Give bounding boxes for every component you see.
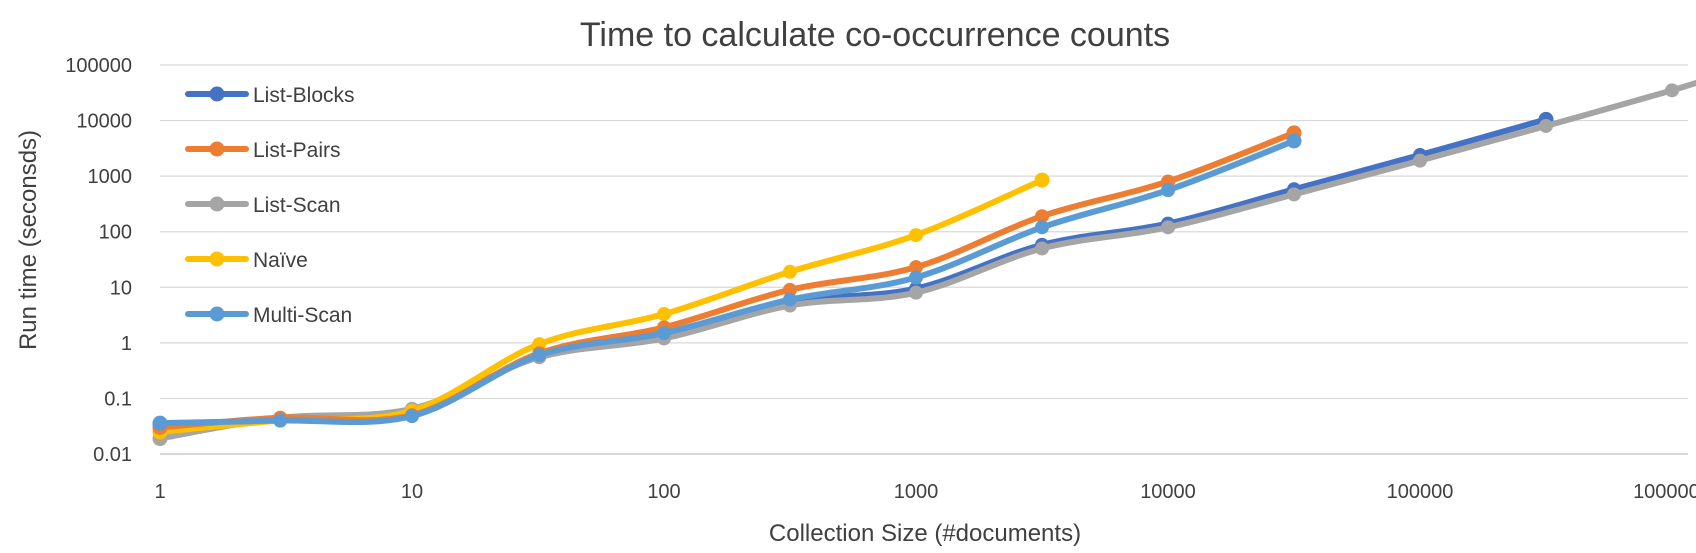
- series-line: [157, 129, 1297, 431]
- legend-swatch-marker: [209, 141, 225, 157]
- data-point: [1413, 153, 1427, 168]
- y-tick-label: 0.1: [104, 388, 132, 410]
- x-tick-label: 10: [401, 481, 423, 503]
- x-tick-label: 100000: [1387, 481, 1454, 503]
- data-point: [1034, 172, 1050, 188]
- data-point: [1286, 133, 1302, 149]
- legend: List-Blocks List-Pairs List-Scan Naïve Multi…: [185, 84, 355, 327]
- legend-label: List-Blocks: [253, 84, 355, 107]
- y-axis-ticks: 0.01 0.1 1 10 100 1000 10000 100000: [65, 55, 132, 466]
- y-tick-label: 100000: [65, 55, 132, 77]
- x-tick-label: 1: [154, 481, 165, 503]
- x-axis-title: Collection Size (#documents): [769, 520, 1081, 547]
- data-point: [782, 264, 797, 279]
- data-point: [1034, 241, 1049, 256]
- legend-swatch-marker: [209, 251, 225, 267]
- y-tick-label: 10000: [76, 111, 132, 133]
- x-axis-ticks: 1 10 100 1000 10000 100000 1000000: [154, 481, 1696, 503]
- gridlines: [160, 64, 1688, 455]
- y-tick-label: 0.01: [93, 444, 132, 466]
- series-line: [157, 79, 1696, 442]
- x-tick-label: 1000000: [1633, 481, 1696, 503]
- legend-label: Naïve: [253, 249, 308, 272]
- y-tick-label: 1000: [88, 166, 133, 188]
- legend-label: List-Scan: [253, 194, 341, 217]
- data-point: [1539, 118, 1554, 133]
- series-multi-scan: [152, 133, 1302, 431]
- data-point: [273, 413, 288, 428]
- legend-item: List-Scan: [185, 194, 341, 217]
- legend-swatch-marker: [209, 196, 225, 212]
- y-axis-title: Run time (seconsds): [15, 130, 42, 350]
- x-tick-label: 1000: [894, 481, 939, 503]
- data-point: [909, 260, 923, 275]
- data-point: [532, 348, 547, 363]
- legend-label: List-Pairs: [253, 139, 341, 162]
- data-point: [657, 326, 671, 341]
- data-point: [1034, 209, 1049, 224]
- legend-item: Multi-Scan: [185, 304, 352, 327]
- legend-item: List-Pairs: [185, 139, 341, 162]
- legend-label: Multi-Scan: [253, 304, 352, 327]
- data-point: [657, 307, 671, 322]
- data-point: [152, 415, 168, 431]
- series-list-pairs: [152, 125, 1302, 435]
- legend-swatch-marker: [209, 306, 225, 322]
- data-point: [1287, 187, 1302, 202]
- x-tick-label: 100: [647, 481, 680, 503]
- data-point: [909, 228, 923, 243]
- chart-title: Time to calculate co-occurrence counts: [580, 16, 1170, 54]
- data-point: [1665, 83, 1679, 98]
- x-tick-label: 10000: [1140, 481, 1196, 503]
- data-point: [909, 270, 923, 285]
- legend-swatch-marker: [209, 86, 225, 102]
- data-point: [782, 282, 797, 297]
- data-point: [909, 285, 923, 300]
- series-list-blocks: [152, 111, 1554, 432]
- data-point: [405, 409, 419, 424]
- series-line: [157, 116, 1549, 427]
- data-point: [782, 292, 797, 307]
- legend-item: Naïve: [185, 249, 308, 272]
- series-lines: [152, 79, 1696, 447]
- y-tick-label: 100: [99, 222, 132, 244]
- legend-item: List-Blocks: [185, 84, 355, 107]
- y-tick-label: 10: [110, 277, 132, 299]
- y-tick-label: 1: [121, 333, 132, 355]
- series-line: [157, 137, 1297, 427]
- data-point: [1161, 220, 1175, 235]
- data-point: [1034, 220, 1049, 235]
- data-point: [1161, 183, 1175, 198]
